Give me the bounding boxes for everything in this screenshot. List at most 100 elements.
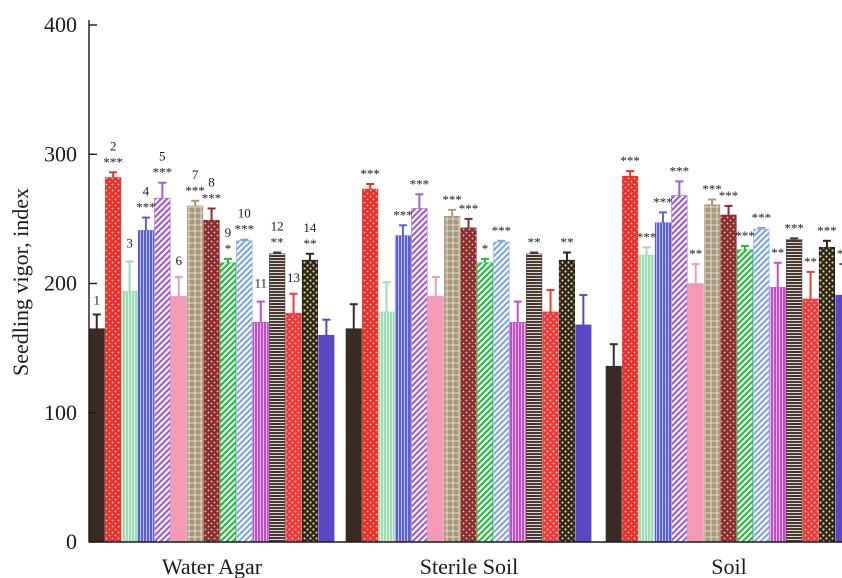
treatment-number: 13 xyxy=(287,270,300,285)
significance-label: *** xyxy=(702,182,722,197)
significance-label: *** xyxy=(185,183,205,198)
significance-label: *** xyxy=(410,176,430,191)
bar xyxy=(818,247,836,543)
significance-label: * xyxy=(482,241,489,256)
significance-label: *** xyxy=(653,194,673,209)
bar xyxy=(236,240,253,543)
bar xyxy=(736,249,754,543)
significance-label: *** xyxy=(202,191,222,206)
bar xyxy=(786,239,803,543)
significance-label: *** xyxy=(393,207,413,222)
significance-label: ** xyxy=(837,246,842,261)
significance-label: *** xyxy=(637,229,657,244)
significance-label: *** xyxy=(136,200,156,215)
y-tick-label: 100 xyxy=(44,400,77,425)
bar xyxy=(427,296,444,543)
bar xyxy=(509,321,526,543)
x-category-label: Soil xyxy=(711,554,746,578)
bar xyxy=(671,195,688,543)
significance-label: *** xyxy=(459,201,479,216)
bar xyxy=(269,253,286,543)
significance-label: *** xyxy=(784,220,804,235)
significance-label: *** xyxy=(492,223,512,238)
y-axis-title: Seedling vigor, index xyxy=(8,188,33,376)
bar xyxy=(121,290,138,543)
significance-label: *** xyxy=(103,154,123,169)
bar xyxy=(476,262,494,543)
y-tick-label: 300 xyxy=(44,141,77,166)
bar xyxy=(318,334,335,543)
y-ticks-layer: 0 100 200 300 400 xyxy=(44,12,97,554)
bar xyxy=(558,259,576,543)
bar xyxy=(345,328,362,543)
bar xyxy=(252,321,269,543)
significance-label: ** xyxy=(528,235,541,250)
bar xyxy=(769,287,786,543)
bar xyxy=(362,188,379,543)
bar xyxy=(802,298,819,543)
significance-label: *** xyxy=(719,188,739,203)
significance-label: *** xyxy=(360,166,380,181)
bar xyxy=(219,262,236,543)
bar xyxy=(460,227,477,543)
bar xyxy=(654,222,672,543)
bar xyxy=(720,214,737,543)
axes-layer xyxy=(88,20,842,543)
treatment-number: 9 xyxy=(225,225,232,240)
significance-label: *** xyxy=(442,192,462,207)
bar xyxy=(493,241,510,543)
bar xyxy=(835,294,842,543)
bar xyxy=(687,283,704,543)
treatment-number: 12 xyxy=(271,219,284,234)
bars-layer xyxy=(88,175,842,543)
significance-label: *** xyxy=(620,153,640,168)
y-tick-label: 400 xyxy=(44,12,77,37)
treatment-number: 10 xyxy=(238,206,251,221)
bar xyxy=(605,365,622,543)
bar xyxy=(575,324,592,543)
bar xyxy=(170,296,187,543)
significance-label: ** xyxy=(303,236,316,251)
treatment-number: 14 xyxy=(303,220,317,235)
x-category-label: Sterile Soil xyxy=(420,554,518,578)
significance-label: ** xyxy=(271,235,284,250)
x-category-label: Water Agar xyxy=(162,554,263,578)
significance-label: *** xyxy=(153,165,173,180)
treatment-number: 4 xyxy=(143,184,150,199)
bar xyxy=(411,208,428,543)
bar xyxy=(154,197,171,543)
significance-label: *** xyxy=(817,223,837,238)
bar xyxy=(285,312,302,543)
significance-label: *** xyxy=(735,228,755,243)
treatment-number: 3 xyxy=(126,236,133,251)
treatment-number: 2 xyxy=(110,138,117,153)
significance-label: ** xyxy=(689,246,702,261)
significance-label: ** xyxy=(560,235,573,250)
bar xyxy=(542,311,559,543)
treatment-number: 1 xyxy=(94,293,101,308)
bar xyxy=(301,259,319,543)
bar xyxy=(137,230,154,543)
treatment-number: 7 xyxy=(192,167,199,182)
significance-label: * xyxy=(225,241,232,256)
significance-label: ** xyxy=(771,245,784,260)
treatment-number: 5 xyxy=(159,149,166,164)
significance-label: *** xyxy=(752,210,772,225)
significance-label: ** xyxy=(804,254,817,269)
bar xyxy=(526,253,543,543)
significance-label: *** xyxy=(235,222,255,237)
treatment-number: 11 xyxy=(255,276,268,291)
error-bars-layer xyxy=(92,170,842,367)
y-tick-label: 0 xyxy=(66,529,77,554)
bar xyxy=(105,177,122,543)
x-categories-layer: Water Agar Sterile Soil Soil xyxy=(162,554,747,578)
significance-label: *** xyxy=(670,163,690,178)
bar xyxy=(394,235,412,543)
bar xyxy=(638,254,655,543)
y-tick-label: 200 xyxy=(44,271,77,296)
bar xyxy=(203,219,220,543)
bar xyxy=(187,205,204,543)
bar xyxy=(753,228,770,543)
